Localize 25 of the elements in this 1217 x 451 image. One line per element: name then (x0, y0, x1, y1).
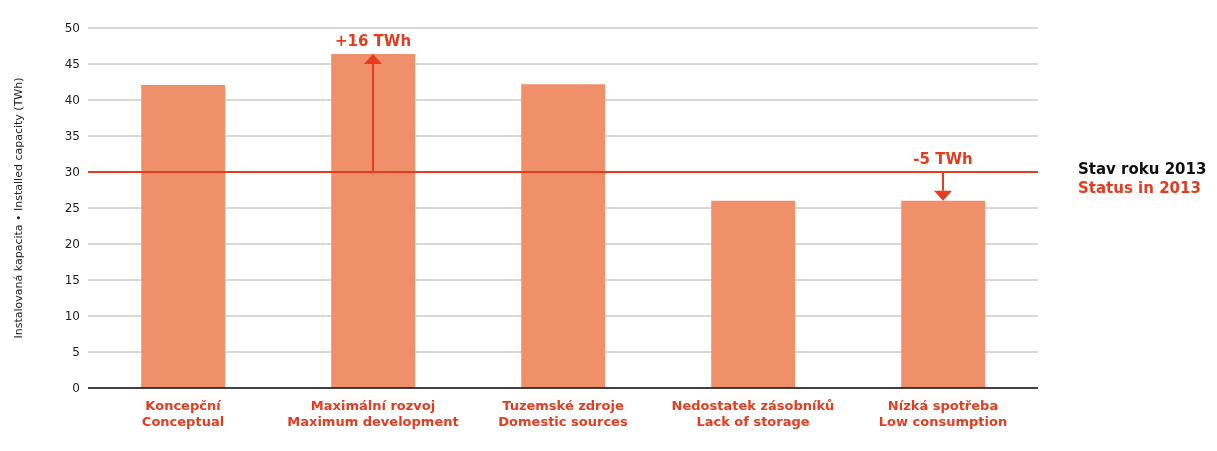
y-axis-title: Instalovaná kapacita • Installed capacity (TWh) (11, 77, 25, 339)
bar (901, 200, 986, 388)
bar (141, 84, 226, 388)
x-tick-label: Tuzemské zdroje Domestic sources (498, 398, 628, 429)
annotation: +16 TWh (334, 31, 412, 50)
y-tick-label: 20 (64, 237, 80, 252)
annotation: -5 TWh (913, 150, 973, 168)
x-tick-label: Maximální rozvoj Maximum development (287, 398, 459, 429)
y-tick-label: 0 (72, 381, 80, 396)
y-tick-label: 40 (64, 93, 80, 108)
bar (331, 53, 416, 388)
x-tick-label: Nedostatek zásobníků Lack of storage (671, 398, 835, 429)
ref-line-label: Stav roku 2013 Status in 2013 (1078, 160, 1207, 197)
y-tick-label: 15 (64, 273, 80, 288)
y-tick-label: 25 (64, 201, 80, 216)
y-tick-label: 30 (64, 165, 80, 180)
bar (521, 84, 606, 388)
x-tick-label: Nízká spotřeba Low consumption (878, 398, 1008, 429)
y-tick-label: 10 (64, 309, 80, 324)
y-tick-label: 50 (64, 21, 80, 36)
bar (711, 200, 796, 388)
x-tick-label: Koncepční Conceptual (141, 398, 225, 429)
y-tick-label: 35 (64, 129, 80, 144)
y-tick-label: 45 (64, 57, 80, 72)
y-tick-label: 5 (72, 345, 80, 360)
